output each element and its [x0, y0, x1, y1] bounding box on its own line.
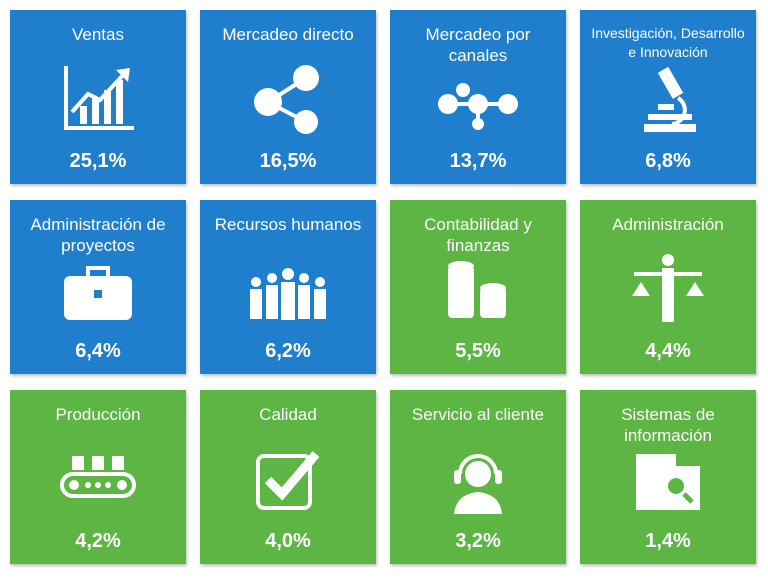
tile-value: 4,0%: [265, 530, 311, 552]
tile-label: Servicio al cliente: [411, 405, 545, 424]
tile-value: 4,2%: [75, 530, 121, 552]
tile-grid: Ventas 25,1% Mercadeo directo 16,5% Merc…: [10, 10, 756, 564]
tile: Mercadeo directo 16,5%: [200, 10, 376, 184]
icon: [60, 456, 136, 498]
icon: [636, 454, 700, 510]
icon: [250, 268, 326, 320]
tile: Investigación, Desarrollo e Innovación 6…: [580, 10, 756, 184]
tile-label: Contabilidad y finanzas: [424, 215, 532, 255]
tile-label: Investigación, Desarrollo e Innovación: [591, 25, 745, 60]
icon: [64, 66, 134, 130]
tile-label: Administración: [612, 215, 724, 234]
icon: [632, 254, 704, 322]
tile: Administración 4,4%: [580, 200, 756, 374]
tile-label: Ventas: [72, 25, 124, 44]
tile-value: 3,2%: [455, 530, 501, 552]
icon: [438, 83, 518, 130]
tile-label: Recursos humanos: [214, 215, 362, 234]
icon: [64, 266, 132, 320]
tile: Sistemas de información 1,4%: [580, 390, 756, 564]
icon: [256, 451, 320, 510]
tile-value: 6,4%: [75, 340, 121, 362]
tile-value: 5,5%: [455, 340, 501, 362]
tile-value: 4,4%: [645, 340, 691, 362]
tile-value: 6,2%: [265, 340, 311, 362]
tile-label: Sistemas de información: [621, 405, 715, 445]
icon: [448, 261, 506, 318]
tile: Recursos humanos 6,2%: [200, 200, 376, 374]
icon: [644, 66, 696, 132]
tile-value: 13,7%: [449, 150, 507, 172]
tile: Ventas 25,1%: [10, 10, 186, 184]
tile-label: Calidad: [259, 405, 317, 424]
tile-label: Administración de proyectos: [30, 215, 166, 255]
tile: Producción 4,2%: [10, 390, 186, 564]
tile: Administración de proyectos 6,4%: [10, 200, 186, 374]
tile-value: 16,5%: [259, 150, 317, 172]
tile: Contabilidad y finanzas 5,5%: [390, 200, 566, 374]
tile-label: Mercadeo directo: [222, 25, 354, 44]
tile: Calidad 4,0%: [200, 390, 376, 564]
tile-label: Producción: [55, 405, 141, 424]
tile-value: 6,8%: [645, 150, 691, 172]
tile: Mercadeo por canales 13,7%: [390, 10, 566, 184]
tile: Servicio al cliente 3,2%: [390, 390, 566, 564]
tile-label: Mercadeo por canales: [425, 25, 531, 65]
tile-value: 25,1%: [69, 150, 127, 172]
tile-value: 1,4%: [645, 530, 691, 552]
icon: [254, 65, 319, 134]
icon: [454, 454, 502, 514]
